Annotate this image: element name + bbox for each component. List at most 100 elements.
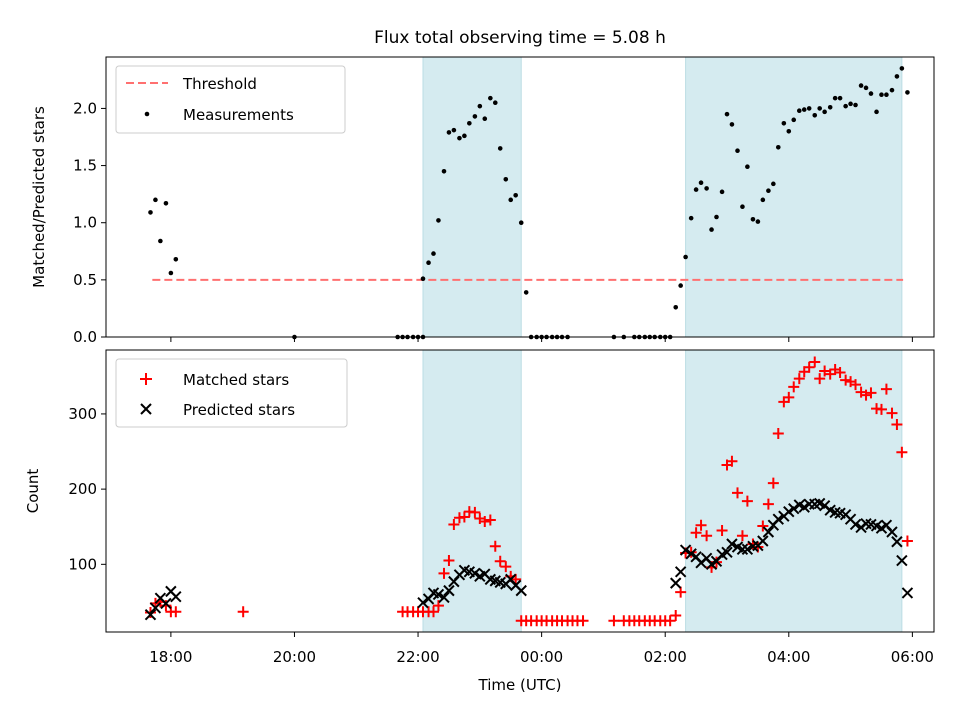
measurement-point xyxy=(889,87,895,93)
matched-star-point xyxy=(237,606,249,618)
measurement-point xyxy=(683,254,688,260)
measurement-point xyxy=(148,210,153,215)
top-panel: 0.00.51.01.52.0 Matched/Predicted stars … xyxy=(30,56,935,346)
matched-star-point xyxy=(448,518,460,530)
measurement-point xyxy=(158,238,163,244)
top-legend-box xyxy=(115,65,346,134)
matched-star-point xyxy=(840,374,852,386)
matched-star-point xyxy=(695,519,707,531)
measurement-point xyxy=(698,180,704,186)
matched-star-point xyxy=(757,520,769,532)
matched-star-point xyxy=(675,586,687,598)
measurement-point xyxy=(822,109,827,115)
predicted-star-point xyxy=(726,538,738,550)
measurement-point xyxy=(724,111,730,117)
measurement-point xyxy=(750,216,756,222)
matched-star-point xyxy=(814,373,826,385)
matched-star-point xyxy=(783,391,795,403)
measurement-point xyxy=(678,283,683,288)
bottom-legend-box xyxy=(115,358,348,428)
top-y-tick-label: 1.0 xyxy=(73,214,97,232)
matched-star-point xyxy=(438,567,450,579)
matched-star-point xyxy=(860,389,872,401)
legend-threshold-label: Threshold xyxy=(182,75,257,93)
measurement-point xyxy=(497,146,503,151)
measurement-point xyxy=(806,106,812,111)
matched-star-point xyxy=(850,379,862,391)
matched-star-point xyxy=(788,381,800,393)
measurement-point xyxy=(848,101,853,107)
matched-star-point xyxy=(489,540,501,552)
top-x-ticks xyxy=(170,337,913,342)
matched-star-point xyxy=(494,555,506,567)
measurement-point xyxy=(827,104,833,110)
measurement-point xyxy=(781,120,787,126)
matched-star-point xyxy=(664,615,676,627)
measurement-point xyxy=(766,188,771,194)
measurement-point xyxy=(729,122,735,127)
measurement-point xyxy=(719,189,725,195)
top-y-axis-label: Matched/Predicted stars xyxy=(30,106,48,288)
measurement-point xyxy=(693,187,699,192)
matched-star-point xyxy=(726,455,738,467)
measurement-point xyxy=(775,144,781,150)
measurement-point xyxy=(163,200,169,206)
matched-star-point xyxy=(762,498,774,510)
bottom-y-axis-label: Count xyxy=(24,469,42,514)
measurement-point xyxy=(523,290,529,295)
measurement-point xyxy=(477,103,483,109)
matched-star-point xyxy=(886,407,898,419)
measurement-point xyxy=(884,92,889,98)
measurement-point xyxy=(740,204,745,210)
predicted-star-point xyxy=(670,577,682,589)
matched-star-point xyxy=(834,367,846,379)
measurement-point xyxy=(513,192,518,198)
matched-star-point xyxy=(701,530,713,542)
measurement-point xyxy=(462,133,467,139)
matched-star-point xyxy=(432,600,444,612)
measurement-point xyxy=(760,197,766,203)
predicted-star-point xyxy=(849,518,862,531)
measurement-point xyxy=(853,102,858,108)
measurement-point xyxy=(420,276,426,282)
predicted-star-point xyxy=(149,602,162,614)
legend-predicted-swatch xyxy=(140,403,152,415)
matched-star-point xyxy=(901,535,913,547)
predicted-star-point xyxy=(432,588,445,601)
measurement-point xyxy=(508,197,514,203)
measurement-point xyxy=(812,112,818,118)
legend-predicted-label: Predicted stars xyxy=(183,401,295,419)
observing-window-shade xyxy=(685,56,903,338)
matched-star-point xyxy=(469,506,481,518)
measurement-point xyxy=(874,109,879,115)
matched-star-point xyxy=(608,615,620,627)
measurement-point xyxy=(467,120,472,126)
matched-star-point xyxy=(443,555,455,567)
measurement-point xyxy=(482,116,488,122)
predicted-star-point xyxy=(788,502,800,515)
x-tick-label: 22:00 xyxy=(396,648,439,666)
measurement-point xyxy=(863,85,869,91)
measurement-point xyxy=(755,219,761,224)
predicted-star-point xyxy=(438,591,450,604)
bottom-axes-frame xyxy=(105,349,935,633)
measurement-point xyxy=(801,107,807,112)
measurement-point xyxy=(426,260,431,266)
predicted-star-point xyxy=(741,543,754,555)
measurement-point xyxy=(771,181,776,187)
predicted-star-point xyxy=(772,513,784,525)
x-axis-label: Time (UTC) xyxy=(478,676,562,694)
matched-star-point xyxy=(690,527,702,539)
measurement-point xyxy=(451,127,457,133)
predicted-star-point xyxy=(736,543,749,555)
matched-star-point xyxy=(772,427,784,439)
matched-star-point xyxy=(736,530,748,542)
measurement-point xyxy=(446,130,452,135)
matched-star-point xyxy=(732,487,744,499)
measurement-point xyxy=(168,270,174,276)
predicted-star-point xyxy=(757,535,769,547)
measurement-point xyxy=(488,95,493,101)
bottom-legend: Matched stars Predicted stars xyxy=(115,358,348,428)
x-tick-label: 20:00 xyxy=(273,648,316,666)
matched-star-point xyxy=(716,524,728,536)
